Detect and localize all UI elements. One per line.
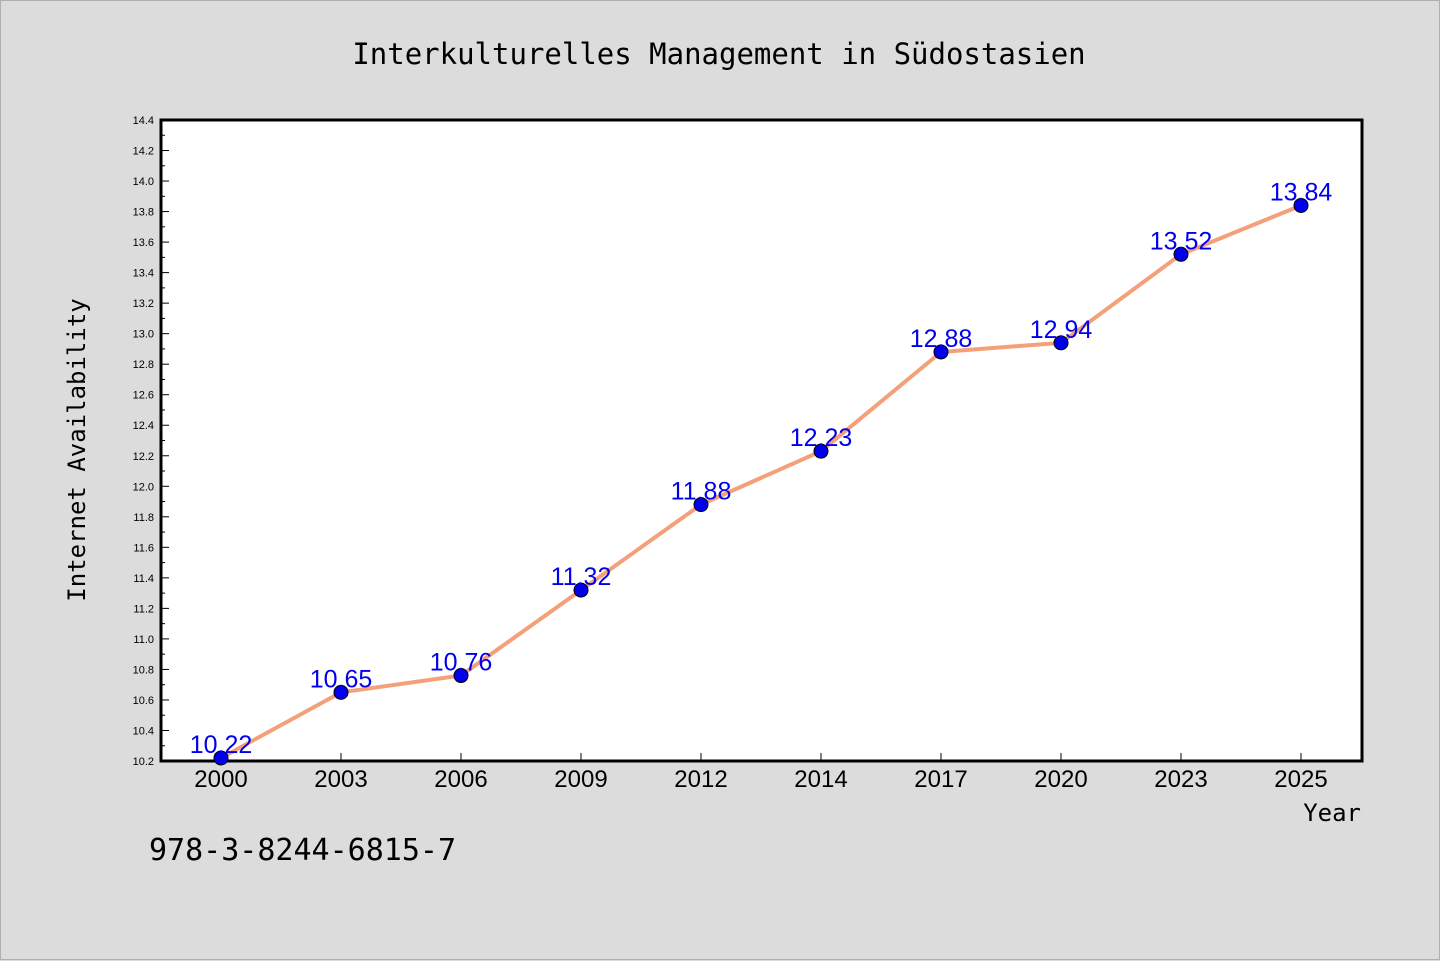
chart-title: Interkulturelles Management in Südostasi… (352, 37, 1085, 71)
data-label: 12.94 (1030, 316, 1093, 344)
y-tick-label: 14.0 (133, 176, 154, 188)
x-tick-label: 2023 (1154, 766, 1207, 793)
data-label: 13.84 (1270, 178, 1333, 206)
x-tick-label: 2003 (314, 766, 367, 793)
y-tick-label: 13.6 (133, 237, 154, 249)
x-tick-label: 2000 (194, 766, 247, 793)
data-label: 10.22 (190, 731, 253, 759)
data-label: 13.52 (1150, 227, 1213, 255)
x-tick-label: 2012 (674, 766, 727, 793)
data-point (213, 750, 229, 766)
isbn-text: 978-3-8244-6815-7 (149, 833, 457, 868)
y-tick-label: 10.6 (133, 695, 154, 707)
y-axis: 10.2 10.4 10.6 10.8 11.0 11.2 11.4 11.6 11.8 12.0… (133, 115, 169, 768)
data-label: 11.88 (671, 478, 732, 506)
data-label: 12.88 (910, 325, 973, 353)
y-tick-label: 12.0 (133, 481, 154, 493)
y-tick-label: 11.4 (133, 573, 154, 585)
y-tick-label: 12.2 (133, 451, 154, 463)
y-tick-label: 12.8 (133, 359, 154, 371)
x-tick-label: 2006 (434, 766, 487, 793)
data-label: 12.23 (790, 424, 853, 452)
data-point (693, 497, 709, 513)
data-point (453, 668, 469, 684)
y-tick-label: 11.2 (133, 603, 154, 615)
plot-area (159, 118, 1364, 763)
x-tick-label: 2025 (1274, 766, 1327, 793)
x-axis-label: Year (1303, 799, 1361, 827)
data-point (1173, 246, 1189, 262)
y-tick-label: 13.8 (133, 207, 154, 219)
y-tick-label: 10.8 (133, 664, 154, 676)
y-tick-label: 11.0 (133, 634, 154, 646)
data-point (813, 443, 829, 459)
data-point (573, 582, 589, 598)
data-label: 10.65 (310, 665, 373, 693)
data-point (1053, 335, 1069, 351)
y-tick-label: 12.4 (133, 420, 154, 432)
y-tick-label: 13.0 (133, 329, 154, 341)
data-label: 11.32 (551, 563, 612, 591)
data-label: 10.76 (430, 649, 493, 677)
series-layer: 10.22 10.65 10.76 11.32 11.88 12.23 12.88 12.94… (190, 178, 1333, 766)
y-tick-label: 14.4 (133, 115, 154, 127)
x-tick-label: 2020 (1034, 766, 1087, 793)
y-tick-label: 13.2 (133, 298, 154, 310)
data-point (333, 684, 349, 700)
y-tick-label: 10.2 (133, 756, 154, 768)
data-point (933, 344, 949, 360)
y-axis-label: Internet Availability (63, 298, 91, 601)
x-tick-label: 2014 (794, 766, 847, 793)
y-tick-label: 11.6 (133, 542, 154, 554)
y-tick-label: 10.4 (133, 725, 154, 737)
x-axis: 2000 2003 2006 2009 2012 2014 2017 2020 2023 2025 (194, 753, 1328, 793)
x-tick-label: 2017 (914, 766, 967, 793)
data-point (1293, 197, 1309, 213)
y-tick-label: 14.2 (133, 146, 154, 158)
y-tick-label: 12.6 (133, 390, 154, 402)
series-line (219, 203, 1303, 760)
y-tick-label: 11.8 (133, 512, 154, 524)
x-tick-label: 2009 (554, 766, 607, 793)
y-tick-label: 13.4 (133, 268, 154, 280)
